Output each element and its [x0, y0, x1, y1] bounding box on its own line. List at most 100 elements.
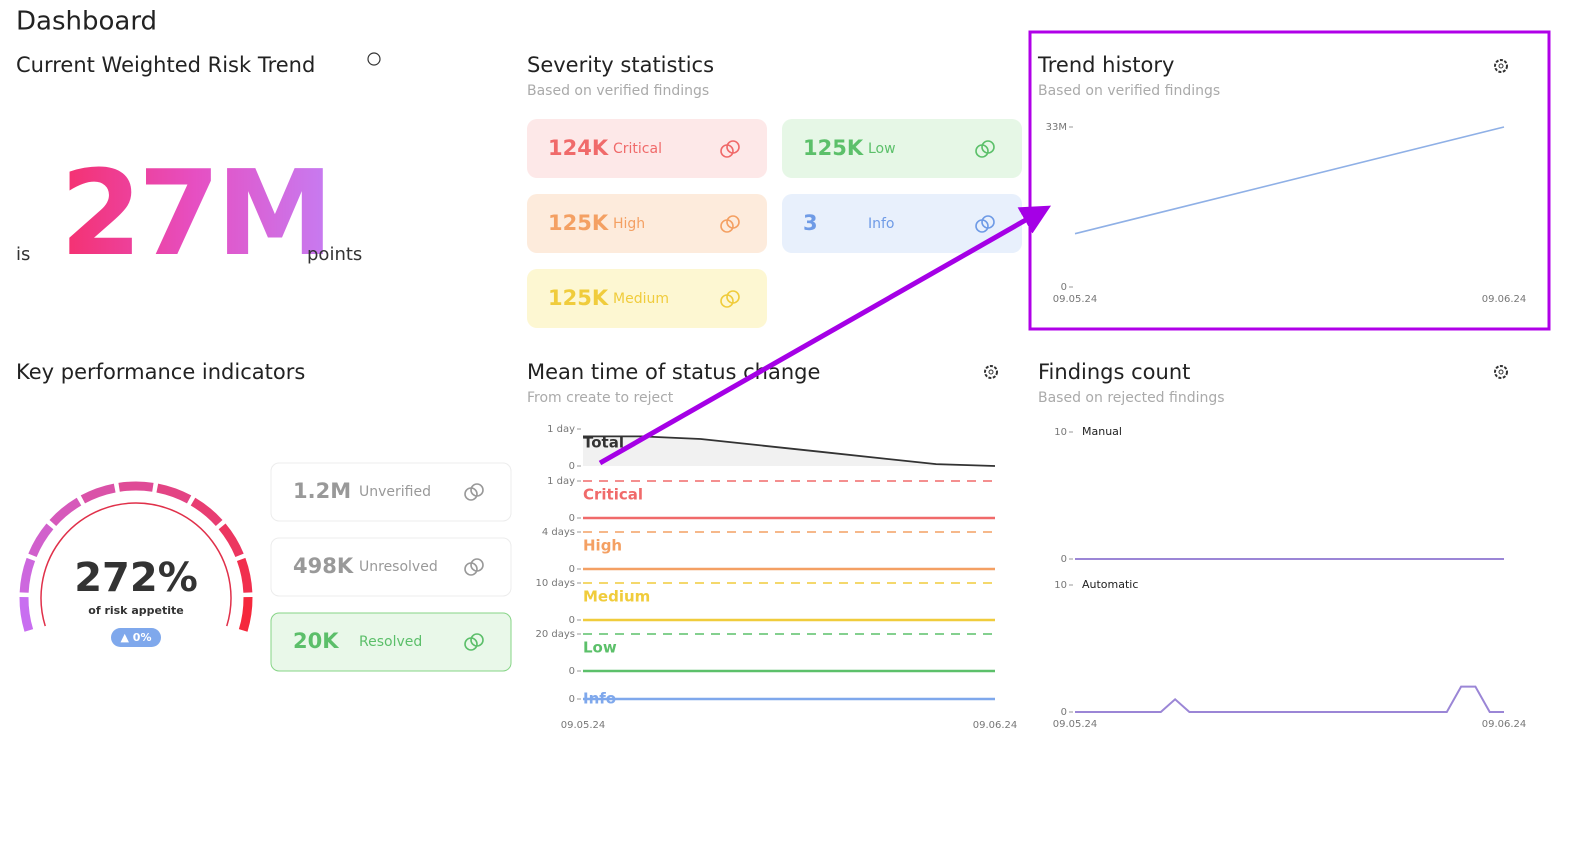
- y-tick-label: 0: [1061, 282, 1067, 293]
- link-icon: [470, 633, 484, 647]
- section-subtitle: From create to reject: [527, 390, 674, 406]
- link-icon: [470, 558, 484, 572]
- risk-value: 27M: [60, 144, 330, 282]
- trend-line: [1074, 126, 1505, 235]
- x-tick-label: 09.06.24: [1482, 719, 1527, 730]
- card-label: Critical: [613, 141, 662, 157]
- severity-card[interactable]: [782, 119, 1022, 178]
- settings-icon[interactable]: [1494, 365, 1508, 379]
- link-icon: [470, 483, 484, 497]
- strip-label: Total: [583, 434, 624, 452]
- y-tick-label: 10: [1054, 580, 1067, 591]
- gauge-track: [40, 502, 232, 627]
- gauge-segment: [218, 523, 244, 558]
- x-tick-label: 09.06.24: [973, 720, 1018, 731]
- y-tick-label: 0: [569, 694, 575, 705]
- card-value: 125K: [548, 211, 609, 235]
- page-title: Dashboard: [16, 7, 157, 37]
- card-value: 124K: [548, 136, 609, 160]
- gauge-label: of risk appetite: [88, 604, 183, 617]
- card-label: Unresolved: [359, 559, 438, 575]
- x-tick-label: 09.05.24: [1053, 294, 1098, 305]
- strip-label: Low: [583, 639, 617, 657]
- card-label: Low: [868, 141, 896, 157]
- y-tick-label: 10: [1054, 427, 1067, 438]
- y-tick-label: 20 days: [535, 629, 575, 640]
- card-value: 1.2M: [293, 479, 351, 503]
- section-title: Key performance indicators: [16, 360, 305, 384]
- info-icon[interactable]: [367, 52, 381, 66]
- gauge-segment: [190, 497, 223, 527]
- gauge-segment: [28, 523, 54, 558]
- card-value: 20K: [293, 629, 339, 653]
- settings-icon[interactable]: [1494, 59, 1508, 73]
- risk-prefix: is: [16, 244, 30, 265]
- y-tick-label: 0: [569, 564, 575, 575]
- y-tick-label: 33M: [1046, 122, 1067, 133]
- severity-card[interactable]: [527, 269, 767, 328]
- kpi-card[interactable]: [270, 537, 512, 597]
- gauge-segment: [238, 596, 253, 632]
- card-value: 3: [803, 211, 818, 235]
- card-label: High: [613, 216, 645, 232]
- y-tick-label: 4 days: [542, 527, 575, 538]
- y-tick-label: 1 day: [547, 476, 575, 487]
- gauge-segment: [19, 557, 36, 593]
- count-line: [1075, 685, 1504, 713]
- gauge-segment: [19, 596, 34, 632]
- card-label: Info: [868, 216, 895, 232]
- section-subtitle: Based on verified findings: [1038, 83, 1220, 99]
- y-tick-label: 1 day: [547, 424, 575, 435]
- y-tick-label: 0: [1061, 707, 1067, 718]
- gauge-segment: [156, 483, 192, 504]
- strip-label: Medium: [583, 588, 650, 606]
- severity-card[interactable]: [527, 194, 767, 253]
- y-tick-label: 0: [569, 513, 575, 524]
- gauge-segment: [49, 497, 82, 527]
- severity-card[interactable]: [782, 194, 1022, 253]
- severity-card[interactable]: [527, 119, 767, 178]
- gauge-badge: [111, 628, 161, 647]
- card-value: 125K: [548, 286, 609, 310]
- section-title: Severity statistics: [527, 53, 714, 77]
- section-subtitle: Based on verified findings: [527, 83, 709, 99]
- card-value: 125K: [803, 136, 864, 160]
- link-icon: [726, 215, 740, 229]
- x-tick-label: 09.06.24: [1482, 294, 1527, 305]
- link-icon: [981, 215, 995, 229]
- x-tick-label: 09.05.24: [561, 720, 606, 731]
- strip-label: Critical: [583, 486, 643, 504]
- section-title: Trend history: [1037, 53, 1174, 77]
- link-icon: [726, 290, 740, 304]
- gauge-value: 272%: [74, 555, 198, 601]
- y-tick-label: 0: [1061, 554, 1067, 565]
- risk-suffix: points: [307, 244, 362, 265]
- x-tick-label: 09.05.24: [1053, 719, 1098, 730]
- gauge-segment: [80, 483, 116, 504]
- gauge-segment: [236, 557, 253, 593]
- panel-label: Manual: [1082, 425, 1122, 438]
- gauge-segment: [118, 481, 154, 492]
- total-area: [583, 436, 995, 466]
- link-icon: [726, 140, 740, 154]
- kpi-card[interactable]: [270, 612, 512, 672]
- card-label: Resolved: [359, 634, 422, 650]
- section-title: Current Weighted Risk Trend: [16, 53, 315, 77]
- y-tick-label: 0: [569, 666, 575, 677]
- y-tick-label: 0: [569, 615, 575, 626]
- highlight-box: [1028, 30, 1551, 331]
- section-title: Findings count: [1038, 360, 1190, 384]
- link-icon: [981, 140, 995, 154]
- card-value: 498K: [293, 554, 354, 578]
- settings-icon[interactable]: [984, 365, 998, 379]
- y-tick-label: 0: [569, 461, 575, 472]
- annotation-arrow: [598, 205, 1052, 466]
- gauge-change: ▲ 0%: [121, 631, 152, 644]
- strip-line: [583, 435, 996, 467]
- section-subtitle: Based on rejected findings: [1038, 390, 1225, 406]
- card-label: Medium: [613, 291, 669, 307]
- panel-label: Automatic: [1082, 578, 1138, 591]
- card-label: Unverified: [359, 484, 431, 500]
- kpi-card[interactable]: [270, 462, 512, 522]
